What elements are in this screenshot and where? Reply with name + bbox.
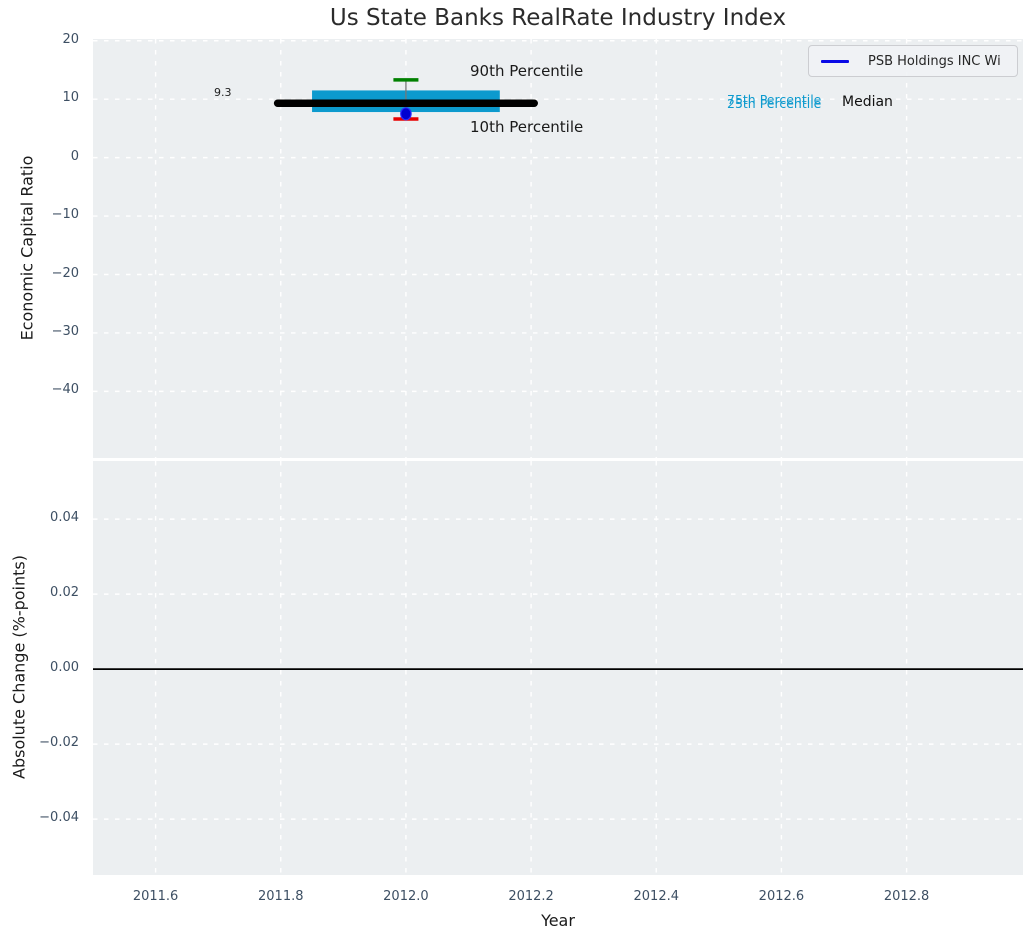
y-axis-label-top: Economic Capital Ratio: [17, 155, 37, 341]
legend-line-sample: [821, 59, 849, 63]
bottom-axes: [93, 461, 1023, 875]
chart-title: Us State Banks RealRate Industry Index: [329, 5, 787, 31]
p10-label: 10th Percentile: [470, 118, 584, 136]
y-tick-label: −20: [51, 265, 79, 281]
x-tick-label: 2012.8: [883, 889, 930, 904]
y-tick-label: 20: [62, 31, 79, 47]
y-tick-label: 0.00: [50, 660, 79, 676]
legend-label: PSB Holdings INC Wi: [868, 53, 1001, 69]
x-tick-label: 2012.4: [633, 889, 680, 904]
y-tick-label: −40: [51, 382, 79, 398]
y-tick-label: 10: [62, 90, 79, 106]
x-tick-label: 2011.6: [132, 889, 179, 904]
x-axis-label: Year: [541, 911, 575, 930]
y-tick-label: −30: [51, 323, 79, 339]
x-tick-label: 2012.6: [758, 889, 805, 904]
median-label: Median: [842, 94, 893, 110]
p25-label: 25th Percentile: [727, 96, 822, 111]
x-tick-label: 2011.8: [258, 889, 304, 904]
y-tick-label: −0.04: [39, 810, 79, 826]
legend: PSB Holdings INC Wi: [808, 45, 1018, 77]
x-tick-label: 2012.0: [383, 889, 429, 904]
y-tick-label: 0.02: [50, 585, 79, 601]
y-tick-label: 0.04: [50, 510, 79, 526]
p90-label: 90th Percentile: [470, 62, 584, 80]
y-tick-label: 0: [70, 148, 79, 164]
y-tick-label: −10: [51, 207, 79, 223]
p75-label: 75th Percentile: [727, 92, 822, 107]
x-tick-label: 2012.2: [508, 889, 554, 904]
top-axes: [93, 39, 1023, 458]
y-tick-label: −0.02: [39, 735, 79, 751]
median-value-label: 9.3: [214, 86, 232, 99]
